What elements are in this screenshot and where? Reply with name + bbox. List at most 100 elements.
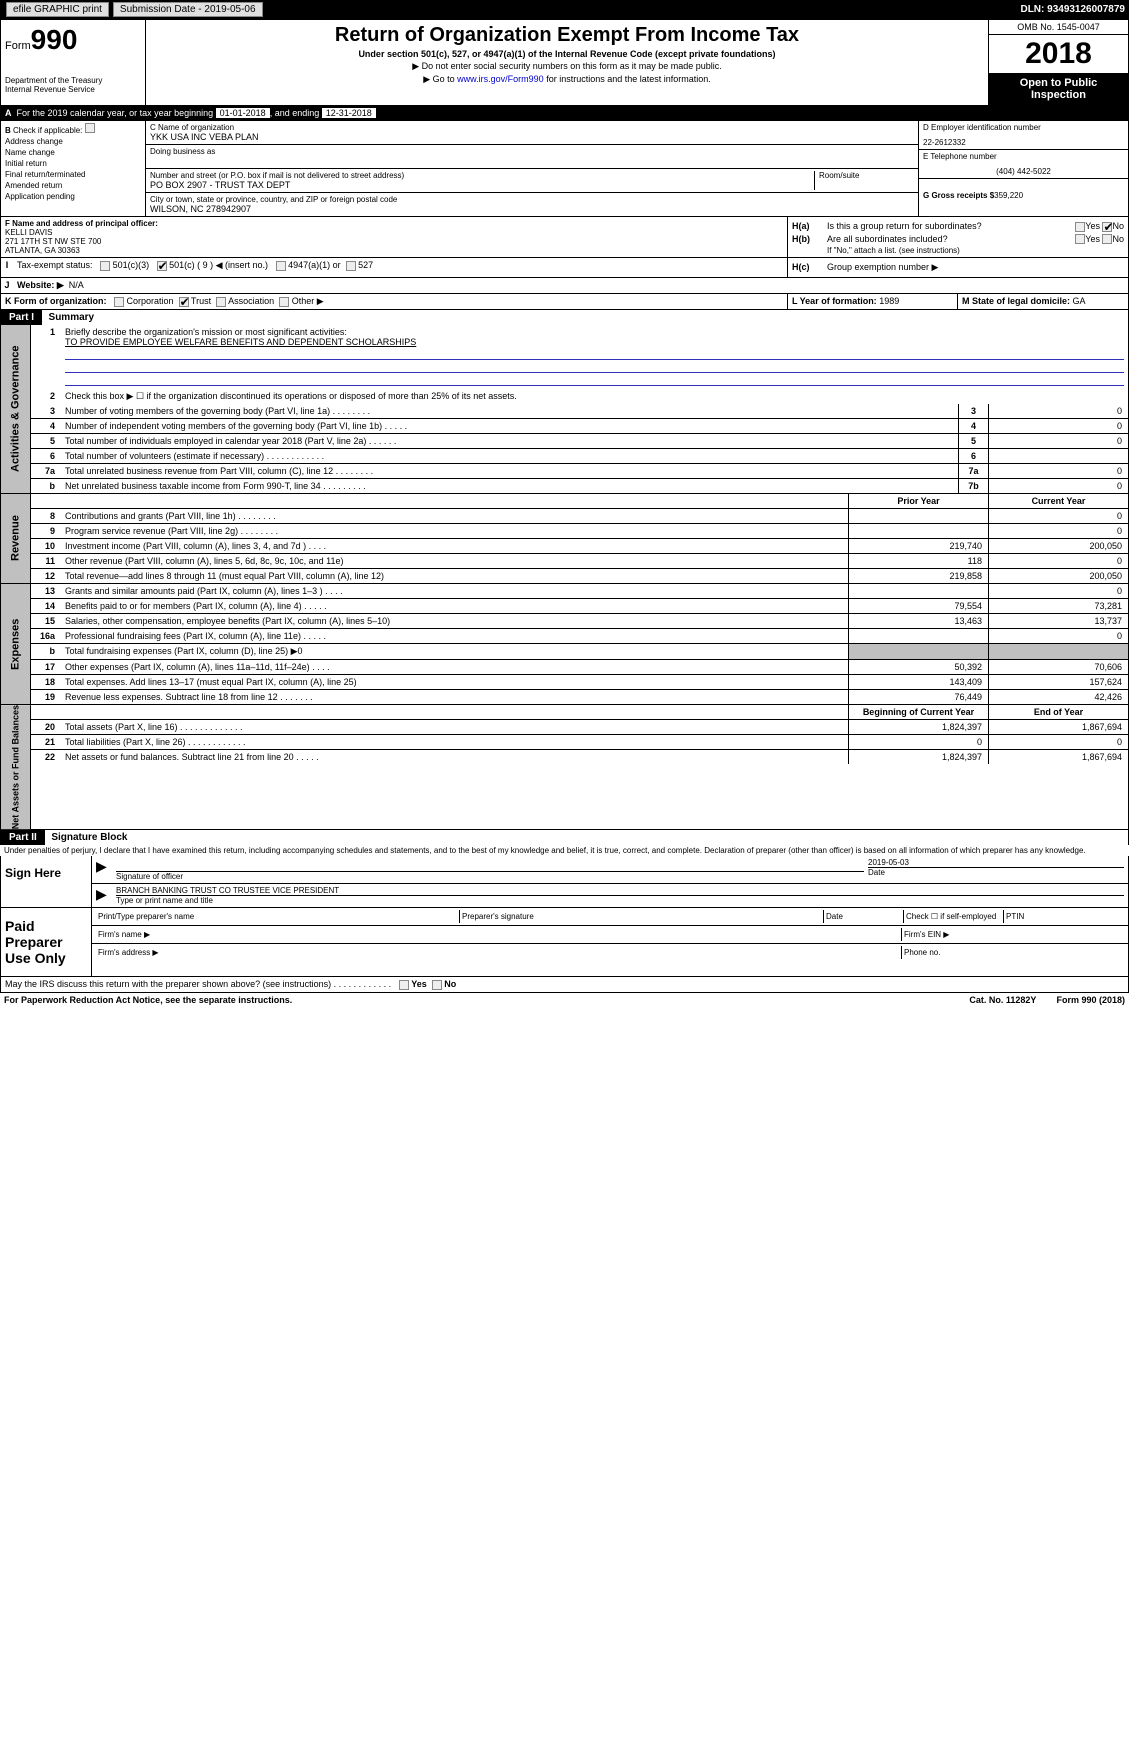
section-c: C Name of organization YKK USA INC VEBA … (146, 121, 918, 216)
check-icon[interactable] (85, 123, 95, 133)
check-initial: Initial return (5, 159, 141, 168)
city-row: City or town, state or province, country… (146, 193, 918, 216)
checkbox-icon[interactable] (1102, 234, 1112, 244)
line-6: 6Total number of volunteers (estimate if… (31, 449, 1128, 464)
firm-name-row: Firm's name ▶ Firm's EIN ▶ (92, 926, 1128, 944)
org-name-row: C Name of organization YKK USA INC VEBA … (146, 121, 918, 145)
form-subtitle: Under section 501(c), 527, or 4947(a)(1)… (150, 49, 984, 59)
pra-notice: For Paperwork Reduction Act Notice, see … (4, 995, 292, 1005)
dba-row: Doing business as (146, 145, 918, 169)
checkbox-checked-icon[interactable] (157, 261, 167, 271)
form-title: Return of Organization Exempt From Incom… (150, 24, 984, 47)
checkbox-icon[interactable] (100, 261, 110, 271)
line-12: 12Total revenue—add lines 8 through 11 (… (31, 569, 1128, 583)
section-fh: F Name and address of principal officer:… (0, 217, 1129, 258)
check-name: Name change (5, 148, 141, 157)
preparer-row: Print/Type preparer's name Preparer's si… (92, 908, 1128, 926)
h-b-note: If "No," attach a list. (see instruction… (792, 246, 1124, 255)
efile-button[interactable]: efile GRAPHIC print (6, 2, 109, 17)
check-final: Final return/terminated (5, 170, 141, 179)
sign-here-block: Sign Here ▶ Signature of officer 2019-05… (0, 856, 1129, 908)
mission-text: TO PROVIDE EMPLOYEE WELFARE BENEFITS AND… (65, 337, 1124, 347)
section-f: F Name and address of principal officer:… (1, 217, 788, 257)
line-b: bTotal fundraising expenses (Part IX, co… (31, 644, 1128, 660)
tax-year: 2018 (989, 35, 1128, 73)
arrow-icon: ▶ (96, 886, 116, 905)
section-klm: K Form of organization: Corporation Trus… (0, 294, 1129, 310)
checkbox-icon[interactable] (276, 261, 286, 271)
checkbox-checked-icon[interactable] (179, 297, 189, 307)
header-right: OMB No. 1545-0047 2018 Open to Public In… (988, 20, 1128, 105)
line-11: 11Other revenue (Part VIII, column (A), … (31, 554, 1128, 569)
check-pending: Application pending (5, 192, 141, 201)
sidelabel-netassets: Net Assets or Fund Balances (1, 705, 31, 829)
checkbox-icon[interactable] (432, 980, 442, 990)
line-22: 22Net assets or fund balances. Subtract … (31, 750, 1128, 764)
checkbox-icon[interactable] (216, 297, 226, 307)
line-16a: 16aProfessional fundraising fees (Part I… (31, 629, 1128, 644)
line-20: 20Total assets (Part X, line 16) . . . .… (31, 720, 1128, 735)
note-ssn: ▶ Do not enter social security numbers o… (150, 61, 984, 72)
header-left: Form990 Department of the Treasury Inter… (1, 20, 146, 105)
header-title: Return of Organization Exempt From Incom… (146, 20, 988, 105)
check-address: Address change (5, 137, 141, 146)
line-15: 15Salaries, other compensation, employee… (31, 614, 1128, 629)
line-2: 2Check this box ▶ ☐ if the organization … (31, 389, 1128, 404)
checkbox-icon[interactable] (1075, 234, 1085, 244)
part2-header: Part II Signature Block (0, 830, 1129, 845)
checkbox-icon[interactable] (114, 297, 124, 307)
line-1: 1 Briefly describe the organization's mi… (31, 325, 1128, 389)
irs-link[interactable]: www.irs.gov/Form990 (457, 74, 544, 84)
gross-receipts: G Gross receipts $359,220 (919, 179, 1128, 202)
line-5: 5Total number of individuals employed in… (31, 434, 1128, 449)
part1-header: Part I Summary (0, 310, 1129, 325)
checkbox-icon[interactable] (1075, 222, 1085, 232)
footer: For Paperwork Reduction Act Notice, see … (0, 993, 1129, 1007)
submission-date-button[interactable]: Submission Date - 2019-05-06 (113, 2, 263, 17)
checkbox-checked-icon[interactable] (1102, 222, 1112, 232)
part1-expenses: Expenses 13Grants and similar amounts pa… (0, 584, 1129, 705)
line-b: bNet unrelated business taxable income f… (31, 479, 1128, 493)
perjury-text: Under penalties of perjury, I declare th… (0, 845, 1129, 856)
part1-governance: Activities & Governance 1 Briefly descri… (0, 325, 1129, 494)
checkbox-icon[interactable] (399, 980, 409, 990)
section-h: H(a) Is this a group return for subordin… (788, 217, 1128, 257)
dln-label: DLN: 93493126007879 (1020, 4, 1125, 15)
checkbox-icon[interactable] (279, 297, 289, 307)
top-bar: efile GRAPHIC print Submission Date - 20… (0, 0, 1129, 19)
section-deg: D Employer identification number 22-2612… (918, 121, 1128, 216)
sidelabel-expenses: Expenses (1, 584, 31, 704)
sidelabel-governance: Activities & Governance (1, 325, 31, 493)
line-7a: 7aTotal unrelated business revenue from … (31, 464, 1128, 479)
line-18: 18Total expenses. Add lines 13–17 (must … (31, 675, 1128, 690)
section-a: A For the 2019 calendar year, or tax yea… (0, 106, 1129, 121)
firm-addr-row: Firm's address ▶ Phone no. (92, 944, 1128, 961)
line-17: 17Other expenses (Part IX, column (A), l… (31, 660, 1128, 675)
check-amended: Amended return (5, 181, 141, 190)
ein-row: D Employer identification number 22-2612… (919, 121, 1128, 150)
sign-here-label: Sign Here (1, 856, 91, 907)
section-k: K Form of organization: Corporation Trus… (1, 294, 788, 309)
sidelabel-revenue: Revenue (1, 494, 31, 583)
sig-name-row: ▶ BRANCH BANKING TRUST CO TRUSTEE VICE P… (92, 884, 1128, 907)
form-number: Form990 (5, 24, 141, 56)
sig-officer-row: ▶ Signature of officer 2019-05-03 Date (92, 856, 1128, 884)
checkbox-icon[interactable] (346, 261, 356, 271)
tax-year-range: A For the 2019 calendar year, or tax yea… (1, 106, 1128, 120)
h-b: H(b) Are all subordinates included? Yes … (792, 234, 1124, 245)
note-link: ▶ Go to www.irs.gov/Form990 for instruct… (150, 74, 984, 85)
open-inspection: Open to Public Inspection (989, 73, 1128, 105)
line-14: 14Benefits paid to or for members (Part … (31, 599, 1128, 614)
discuss-row: May the IRS discuss this return with the… (0, 977, 1129, 993)
assets-header: Beginning of Current Year End of Year (31, 705, 1128, 720)
paid-preparer-block: Paid Preparer Use Only Print/Type prepar… (0, 908, 1129, 977)
irs-label: Internal Revenue Service (5, 85, 141, 94)
part1-netassets: Net Assets or Fund Balances Beginning of… (0, 705, 1129, 830)
line-19: 19Revenue less expenses. Subtract line 1… (31, 690, 1128, 704)
section-m: M State of legal domicile: GA (958, 294, 1128, 309)
h-c: H(c)Group exemption number ▶ (788, 258, 1128, 277)
section-l: L Year of formation: 1989 (788, 294, 958, 309)
line-4: 4Number of independent voting members of… (31, 419, 1128, 434)
line-9: 9Program service revenue (Part VIII, lin… (31, 524, 1128, 539)
part1-revenue: Revenue Prior Year Current Year 8Contrib… (0, 494, 1129, 584)
